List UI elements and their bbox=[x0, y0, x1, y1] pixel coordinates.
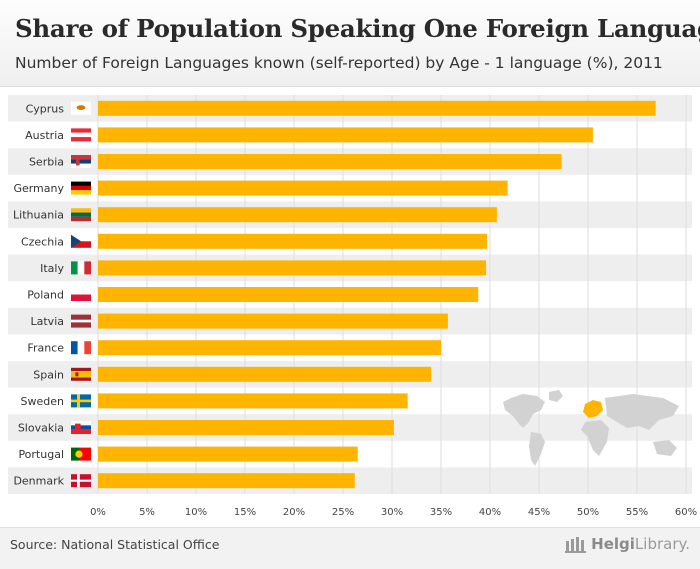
bar bbox=[98, 340, 441, 356]
bar bbox=[98, 366, 432, 382]
chart-footer: Source: National Statistical Office Helg… bbox=[0, 527, 700, 569]
bar bbox=[98, 127, 593, 143]
category-label: Cyprus bbox=[26, 102, 65, 115]
europe-shape bbox=[583, 400, 603, 418]
latvia-flag bbox=[71, 314, 91, 328]
bar bbox=[98, 287, 479, 302]
greenland-shape bbox=[549, 390, 563, 402]
chart-header: Share of Population Speaking One Foreign… bbox=[0, 0, 700, 87]
category-label: Italy bbox=[40, 262, 64, 275]
south-america-shape bbox=[529, 432, 545, 466]
category-label: France bbox=[27, 342, 64, 355]
x-tick-label: 15% bbox=[234, 507, 256, 518]
bar bbox=[98, 473, 355, 489]
x-tick-label: 60% bbox=[675, 507, 697, 518]
x-tick-label: 30% bbox=[381, 507, 403, 518]
category-label: Portugal bbox=[18, 448, 64, 461]
brand-name-part1: Helgi bbox=[591, 535, 635, 553]
category-label: Poland bbox=[27, 289, 64, 302]
chart-subtitle: Number of Foreign Languages known (self-… bbox=[15, 54, 663, 72]
africa-shape bbox=[581, 420, 609, 456]
sweden-flag bbox=[71, 394, 91, 408]
bar bbox=[98, 420, 394, 435]
north-america-shape bbox=[503, 394, 545, 428]
bar-chart: Cyprus Austria Serbia Germany Lithuania Czech… bbox=[8, 95, 697, 518]
x-tick-label: 45% bbox=[528, 507, 550, 518]
category-label: Sweden bbox=[21, 395, 64, 408]
lithuania-flag bbox=[71, 208, 91, 222]
france-flag bbox=[71, 341, 91, 355]
poland-flag bbox=[71, 288, 91, 301]
x-tick-label: 0% bbox=[90, 507, 106, 518]
australia-shape bbox=[653, 440, 677, 456]
bars bbox=[98, 100, 656, 489]
category-labels: Cyprus Austria Serbia Germany Lithuania Czech… bbox=[13, 102, 65, 487]
bar bbox=[98, 180, 508, 196]
category-label: Lithuania bbox=[13, 209, 64, 222]
austria-flag bbox=[71, 128, 91, 142]
x-tick-label: 10% bbox=[185, 507, 207, 518]
chart-title: Share of Population Speaking One Foreign… bbox=[15, 14, 700, 43]
serbia-flag bbox=[71, 155, 91, 168]
category-label: Slovakia bbox=[18, 422, 64, 435]
spain-flag bbox=[71, 367, 91, 381]
category-label: Austria bbox=[25, 129, 64, 142]
x-tick-label: 5% bbox=[139, 507, 155, 518]
italy-flag bbox=[71, 261, 91, 275]
denmark-flag bbox=[71, 474, 91, 488]
category-label: Germany bbox=[13, 182, 64, 195]
library-icon bbox=[565, 537, 587, 553]
x-tick-label: 55% bbox=[626, 507, 648, 518]
cyprus-flag bbox=[71, 101, 91, 115]
bar bbox=[98, 100, 656, 116]
category-label: Spain bbox=[33, 368, 64, 381]
bar bbox=[98, 154, 562, 169]
x-tick-label: 50% bbox=[577, 507, 599, 518]
bar bbox=[98, 233, 488, 249]
x-tick-label: 35% bbox=[430, 507, 452, 518]
category-label: Czechia bbox=[21, 235, 64, 248]
world-map bbox=[503, 390, 679, 466]
germany-flag bbox=[71, 181, 91, 195]
country-flags bbox=[71, 101, 91, 488]
bar bbox=[98, 207, 497, 223]
category-label: Denmark bbox=[13, 475, 64, 488]
brand-logo: Helgi Library. bbox=[565, 535, 690, 553]
czechia-flag bbox=[71, 234, 91, 248]
portugal-flag bbox=[71, 447, 91, 461]
x-axis-ticks: 0% 5% 10% 15% 20% 25% 30% 35% 40% 45% 50% 55% 60% bbox=[90, 507, 697, 518]
x-tick-label: 20% bbox=[283, 507, 305, 518]
bar bbox=[98, 260, 487, 276]
category-label: Latvia bbox=[31, 315, 65, 328]
x-tick-label: 40% bbox=[479, 507, 501, 518]
source-note: Source: National Statistical Office bbox=[10, 537, 220, 552]
category-label: Serbia bbox=[29, 156, 64, 169]
bar bbox=[98, 446, 358, 462]
bar bbox=[98, 313, 448, 329]
brand-name-part2: Library. bbox=[634, 535, 690, 553]
slovakia-flag bbox=[71, 421, 91, 434]
bar bbox=[98, 393, 408, 409]
asia-shape bbox=[605, 394, 679, 430]
x-tick-label: 25% bbox=[332, 507, 354, 518]
